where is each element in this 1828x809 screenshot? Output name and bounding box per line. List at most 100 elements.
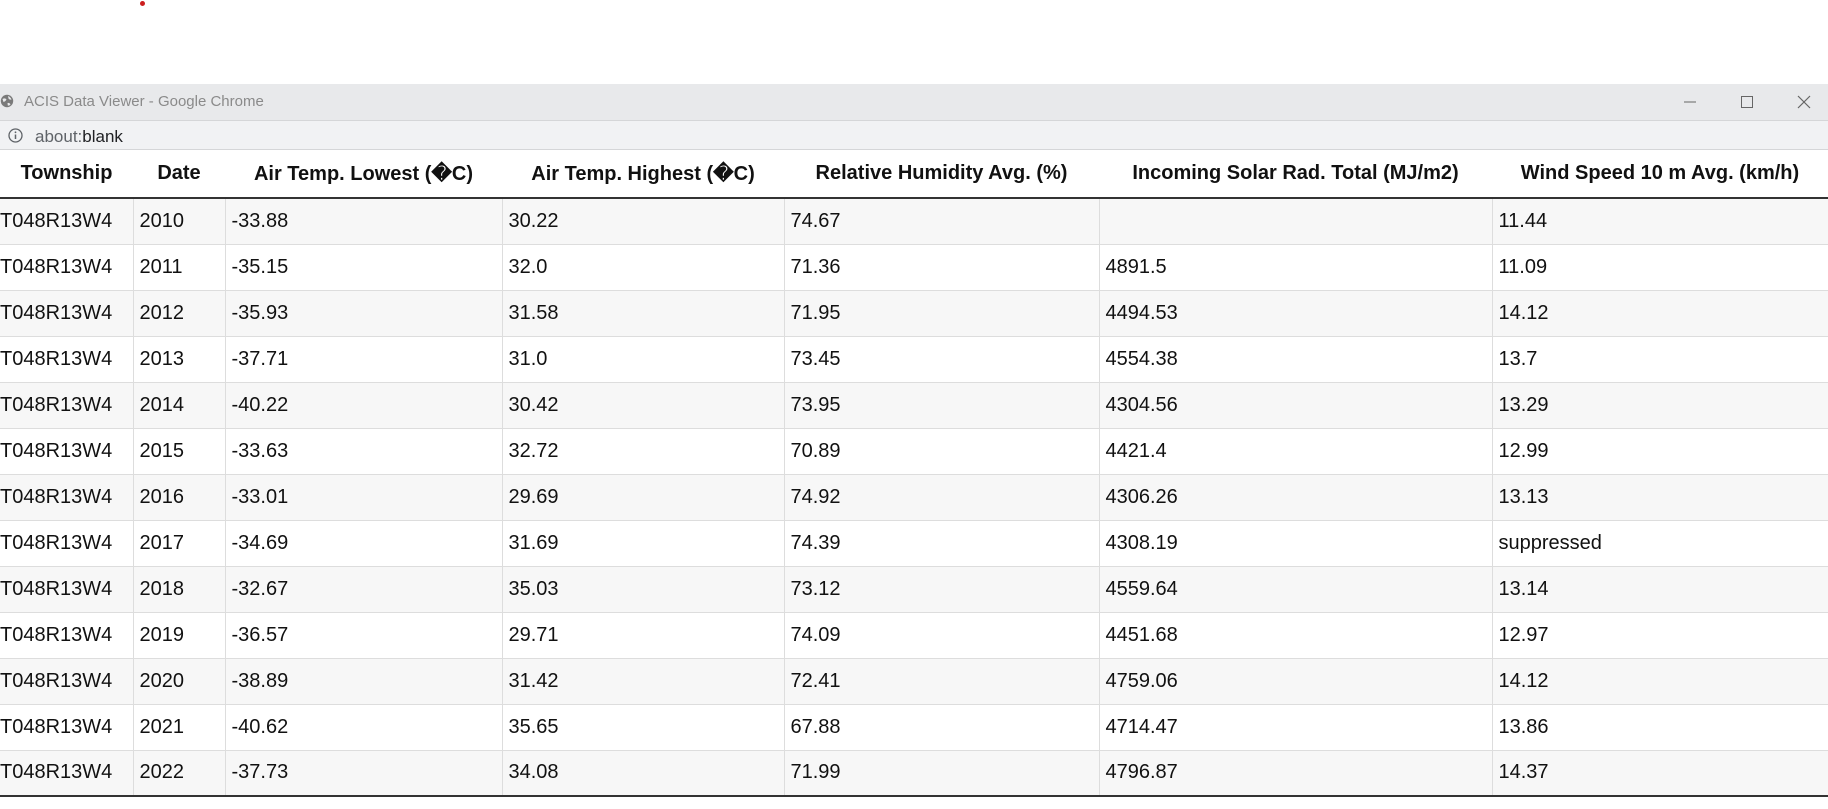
col-incoming-solar-rad-cell: 4304.56 [1098,382,1492,429]
col-date-cell: 2022 [132,750,225,797]
col-air-temp-lowest-cell: -32.67 [224,566,502,613]
col-date-cell: 2015 [132,428,225,475]
col-wind-speed-cell: 11.44 [1491,198,1828,245]
col-incoming-solar-rad-cell: 4451.68 [1098,612,1492,659]
col-date-cell: 2014 [132,382,225,429]
col-air-temp-lowest-header: Air Temp. Lowest (�C) [225,150,502,199]
col-date-cell: 2017 [132,520,225,567]
col-relative-humidity-cell: 74.09 [783,612,1099,659]
col-air-temp-highest-cell: 30.42 [501,382,784,429]
table-row: T048R13W4 2021 -40.62 35.65 67.88 4714.47 13.8… [0,704,1828,751]
col-incoming-solar-rad-cell: 4421.4 [1098,428,1492,475]
table-row: T048R13W4 2012 -35.93 31.58 71.95 4494.53 14.1… [0,290,1828,337]
col-relative-humidity-cell: 70.89 [783,428,1099,475]
maximize-button[interactable] [1727,88,1767,116]
col-relative-humidity-cell: 73.45 [783,336,1099,383]
col-air-temp-lowest-cell: -35.93 [224,290,502,337]
globe-icon [0,94,14,108]
col-incoming-solar-rad-header: Incoming Solar Rad. Total (MJ/m2) [1099,150,1492,199]
col-air-temp-lowest-cell: -34.69 [224,520,502,567]
table-row: T048R13W4 2022 -37.73 34.08 71.99 4796.87 14.3… [0,750,1828,797]
col-date-cell: 2013 [132,336,225,383]
col-air-temp-highest-cell: 31.58 [501,290,784,337]
col-wind-speed-cell: 12.99 [1491,428,1828,475]
col-township-cell: T048R13W4 [0,244,133,291]
col-incoming-solar-rad-cell: 4891.5 [1098,244,1492,291]
col-wind-speed-cell: 13.29 [1491,382,1828,429]
table-row: T048R13W4 2013 -37.71 31.0 73.45 4554.38 13.7 [0,336,1828,383]
col-air-temp-lowest-cell: -37.71 [224,336,502,383]
col-township-cell: T048R13W4 [0,336,133,383]
browser-window: ACIS Data Viewer - Google Chrome about:b… [0,84,1828,809]
col-township-header: Township [0,150,133,199]
col-township-cell: T048R13W4 [0,658,133,705]
col-air-temp-lowest-cell: -35.15 [224,244,502,291]
col-incoming-solar-rad-cell [1098,198,1492,245]
col-air-temp-highest-cell: 35.03 [501,566,784,613]
info-icon[interactable] [8,128,23,143]
header-row: Township Date Air Temp. Lowest (�C) Air Tem… [0,150,1828,199]
col-township-cell: T048R13W4 [0,566,133,613]
col-air-temp-highest-cell: 32.0 [501,244,784,291]
col-air-temp-highest-cell: 32.72 [501,428,784,475]
address-bar[interactable]: about:blank [0,120,1828,150]
col-township-cell: T048R13W4 [0,290,133,337]
url-path: blank [82,127,123,146]
col-incoming-solar-rad-cell: 4306.26 [1098,474,1492,521]
col-incoming-solar-rad-cell: 4554.38 [1098,336,1492,383]
url-scheme: about: [35,127,83,146]
col-air-temp-lowest-cell: -38.89 [224,658,502,705]
col-air-temp-highest-header: Air Temp. Highest (�C) [502,150,784,199]
col-incoming-solar-rad-cell: 4494.53 [1098,290,1492,337]
data-table: Township Date Air Temp. Lowest (�C) Air Tem… [0,150,1828,797]
col-date-cell: 2019 [132,612,225,659]
col-wind-speed-cell: 14.12 [1491,658,1828,705]
col-relative-humidity-cell: 74.92 [783,474,1099,521]
col-wind-speed-cell: 13.7 [1491,336,1828,383]
red-dot-marker [140,1,145,6]
col-wind-speed-cell: 12.97 [1491,612,1828,659]
col-township-cell: T048R13W4 [0,474,133,521]
col-air-temp-highest-cell: 35.65 [501,704,784,751]
col-air-temp-lowest-cell: -40.22 [224,382,502,429]
col-relative-humidity-cell: 74.67 [783,198,1099,245]
url-text[interactable]: about:blank [35,127,123,147]
minimize-button[interactable] [1670,88,1710,116]
col-date-cell: 2011 [132,244,225,291]
col-date-cell: 2010 [132,198,225,245]
col-relative-humidity-cell: 74.39 [783,520,1099,567]
table-row: T048R13W4 2010 -33.88 30.22 74.67 11.44 [0,198,1828,245]
col-air-temp-highest-cell: 30.22 [501,198,784,245]
close-icon [1797,95,1811,109]
col-township-cell: T048R13W4 [0,520,133,567]
table-row: T048R13W4 2011 -35.15 32.0 71.36 4891.5 11.09 [0,244,1828,291]
desktop-background [0,0,1828,84]
col-relative-humidity-cell: 73.12 [783,566,1099,613]
col-township-cell: T048R13W4 [0,382,133,429]
col-date-cell: 2021 [132,704,225,751]
col-incoming-solar-rad-cell: 4759.06 [1098,658,1492,705]
col-relative-humidity-cell: 67.88 [783,704,1099,751]
col-township-cell: T048R13W4 [0,198,133,245]
col-township-cell: T048R13W4 [0,428,133,475]
col-air-temp-highest-cell: 31.0 [501,336,784,383]
col-wind-speed-cell: 14.37 [1491,750,1828,797]
col-date-cell: 2018 [132,566,225,613]
title-bar[interactable]: ACIS Data Viewer - Google Chrome [0,84,1828,120]
col-air-temp-highest-cell: 31.69 [501,520,784,567]
table-body: T048R13W4 2010 -33.88 30.22 74.67 11.44 T048R1… [0,198,1828,797]
close-button[interactable] [1784,88,1824,116]
table-row: T048R13W4 2018 -32.67 35.03 73.12 4559.64 13.1… [0,566,1828,613]
col-air-temp-lowest-cell: -33.01 [224,474,502,521]
col-wind-speed-cell: 14.12 [1491,290,1828,337]
col-relative-humidity-header: Relative Humidity Avg. (%) [784,150,1099,199]
col-wind-speed-cell: 13.14 [1491,566,1828,613]
col-incoming-solar-rad-cell: 4559.64 [1098,566,1492,613]
col-incoming-solar-rad-cell: 4796.87 [1098,750,1492,797]
col-township-cell: T048R13W4 [0,750,133,797]
table-row: T048R13W4 2016 -33.01 29.69 74.92 4306.26 13.1… [0,474,1828,521]
col-air-temp-lowest-cell: -37.73 [224,750,502,797]
col-relative-humidity-cell: 72.41 [783,658,1099,705]
col-wind-speed-cell: 11.09 [1491,244,1828,291]
maximize-icon [1741,96,1753,108]
